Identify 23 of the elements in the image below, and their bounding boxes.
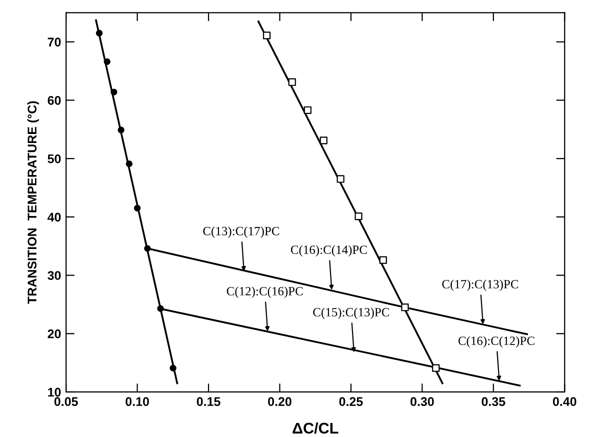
annotation: C(13):C(17)PC — [203, 226, 280, 238]
x-tick-label: 0.40 — [552, 397, 576, 406]
y-tick-label: 60 — [48, 96, 61, 105]
y-axis-title: TRANSITION TEMPERATURE (°C) — [27, 101, 39, 304]
annotation: C(17):C(13)PC — [442, 280, 518, 291]
x-tick-label: 0.30 — [410, 397, 434, 406]
x-tick-label: 0.20 — [268, 397, 292, 406]
x-axis-title: ΔC/CL — [292, 422, 338, 434]
x-tick-label: 0.25 — [339, 397, 363, 406]
x-tick-label: 0.35 — [482, 397, 506, 406]
x-tick-label: 0.05 — [54, 397, 78, 406]
y-tick-label: 50 — [48, 154, 61, 164]
x-tick-label: 0.15 — [196, 397, 220, 406]
y-tick-label: 40 — [48, 212, 61, 222]
annotation: C(12):C(16)PC — [226, 286, 303, 298]
y-tick-label: 10 — [48, 388, 61, 397]
annotation: C(16):C(14)PC — [290, 245, 367, 257]
x-tick-label: 0.10 — [126, 397, 149, 406]
y-tick-label: 30 — [48, 271, 61, 280]
annotation: C(15):C(13)PC — [313, 308, 390, 319]
y-tick-label: 70 — [48, 38, 61, 47]
annotation: C(16):C(12)PC — [458, 336, 534, 348]
y-tick-label: 20 — [48, 329, 61, 338]
